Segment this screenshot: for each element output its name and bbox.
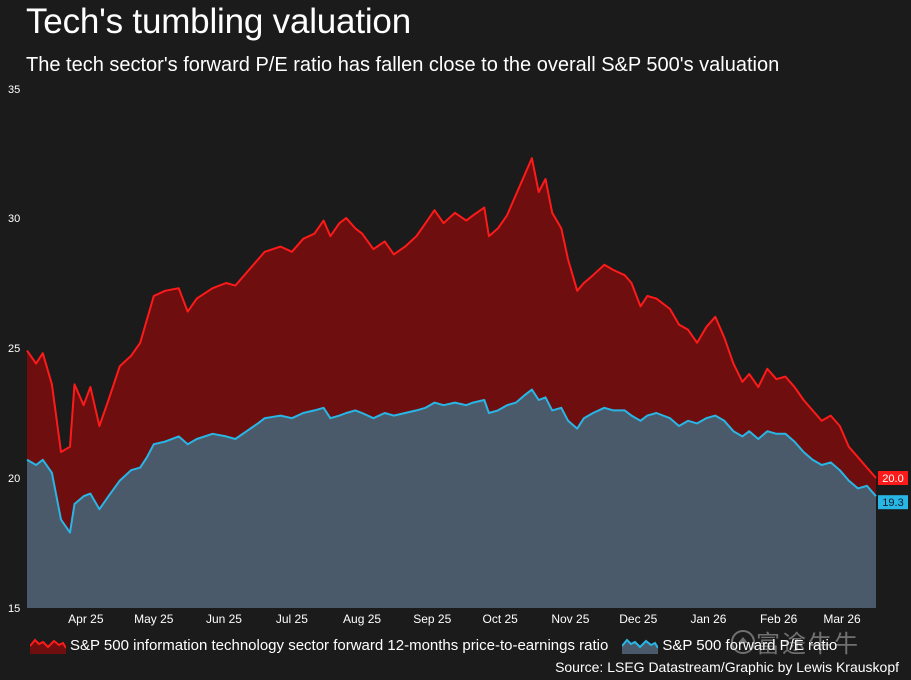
x-tick-label: Oct 25 <box>482 612 518 626</box>
y-tick-label: 35 <box>8 84 20 96</box>
y-tick-label: 15 <box>8 603 20 615</box>
x-tick-label: May 25 <box>134 612 174 626</box>
x-tick-label: Jun 25 <box>206 612 242 626</box>
x-tick-label: Apr 25 <box>68 612 104 626</box>
source-credit: Source: LSEG Datastream/Graphic by Lewis… <box>555 659 899 675</box>
x-tick-label: Mar 26 <box>823 612 861 626</box>
y-tick-label: 30 <box>8 213 20 225</box>
chart-title: Tech's tumbling valuation <box>26 2 411 41</box>
x-tick-label: Jul 25 <box>276 612 308 626</box>
x-tick-label: Sep 25 <box>413 612 451 626</box>
end-label-layer: 20.0 19.3 <box>878 471 908 510</box>
tech-end-label: 20.0 <box>882 473 903 485</box>
chart-subtitle: The tech sector's forward P/E ratio has … <box>26 54 780 76</box>
tech-end-label-box <box>878 471 908 485</box>
x-tick-label: Aug 25 <box>343 612 381 626</box>
sp500-end-label: 19.3 <box>882 497 903 509</box>
watermark-text: 富途牛牛 <box>756 631 860 658</box>
legend-swatch-tech <box>30 638 66 654</box>
legend-label-tech: S&P 500 information technology sector fo… <box>70 636 609 654</box>
sp500-area-fill <box>27 389 876 608</box>
area-layer <box>26 157 877 608</box>
futu-watermark: 富途牛牛 <box>730 624 860 659</box>
axis-layer: 15 20 25 30 35 Apr 25 May 25 Jun 25 Jul 25 Aug 25… <box>8 84 861 626</box>
y-tick-label: 20 <box>8 473 20 485</box>
sp500-series-line <box>26 388 877 534</box>
x-tick-label: Dec 25 <box>619 612 657 626</box>
sp500-end-label-box <box>878 495 908 510</box>
chart-legend: S&P 500 information technology sector fo… <box>30 636 837 654</box>
x-tick-label: Nov 25 <box>551 612 589 626</box>
legend-label-sp500: S&P 500 forward P/E ratio <box>662 636 838 654</box>
legend-swatch-sp500 <box>622 638 659 654</box>
x-tick-label: Feb 26 <box>760 612 798 626</box>
y-tick-label: 25 <box>8 343 20 355</box>
tech-series-line <box>26 157 877 479</box>
futu-logo-icon <box>731 629 755 654</box>
x-tick-label: Jan 26 <box>690 612 726 626</box>
